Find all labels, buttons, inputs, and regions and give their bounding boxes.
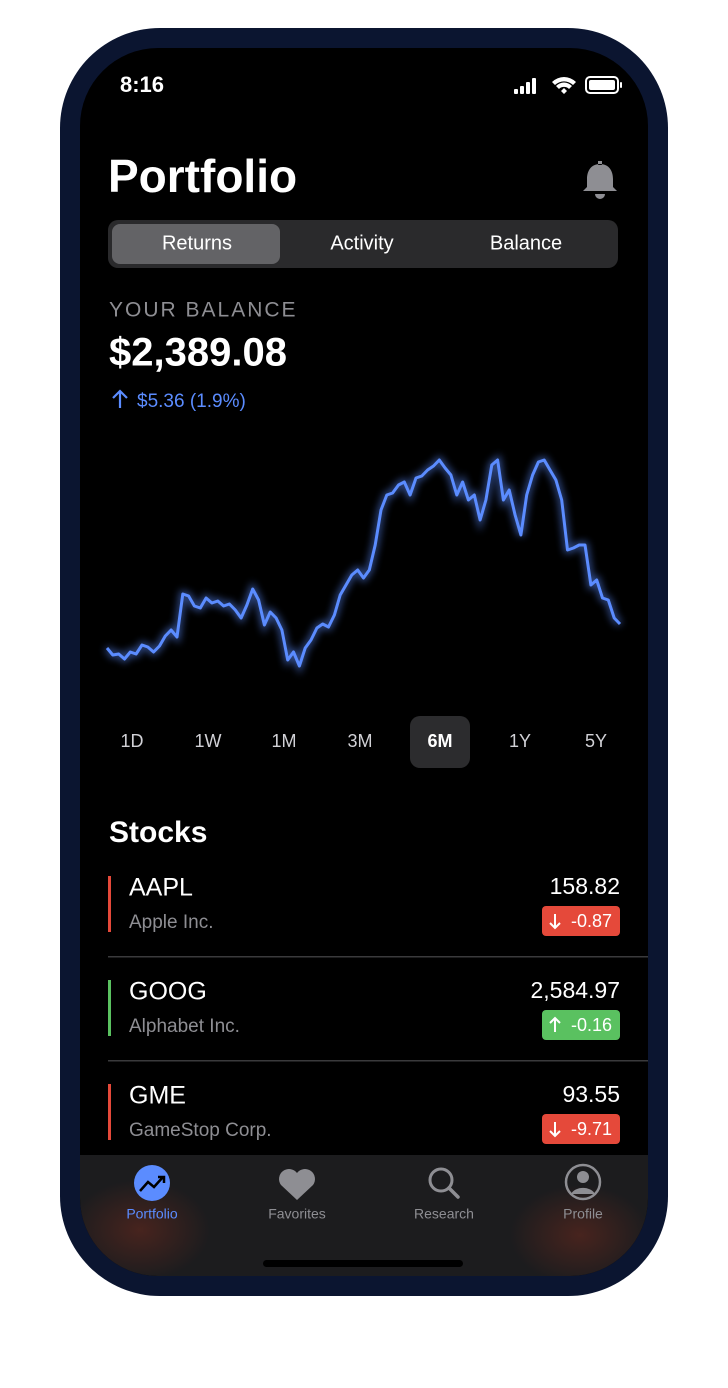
tab-label[interactable]: Favorites <box>268 1206 326 1222</box>
range-button[interactable]: 1Y <box>509 731 531 751</box>
change-arrow <box>549 1016 561 1032</box>
stock-symbol[interactable]: AAPL <box>129 874 193 902</box>
change-value: -0.16 <box>571 1015 612 1035</box>
stock-symbol[interactable]: GOOG <box>129 978 207 1006</box>
tab-label[interactable]: Research <box>414 1206 474 1222</box>
stock-name: Alphabet Inc. <box>129 1016 240 1037</box>
stock-price: 93.55 <box>562 1081 620 1107</box>
balance-amount: $2,389.08 <box>109 331 287 375</box>
up-arrow-icon <box>112 389 128 408</box>
balance-label: YOUR BALANCE <box>109 299 298 322</box>
range-button[interactable]: 1W <box>195 731 222 751</box>
range-button[interactable]: 6M <box>427 731 452 751</box>
change-value: -0.87 <box>571 911 612 931</box>
status-time: 8:16 <box>120 72 164 97</box>
trend-bar <box>108 876 111 932</box>
tab-bar-tint <box>80 1180 210 1276</box>
trend-bar <box>108 980 111 1036</box>
stock-price: 2,584.97 <box>530 977 620 1003</box>
status-icons <box>514 76 622 94</box>
bell-button[interactable] <box>583 161 617 199</box>
stock-name: GameStop Corp. <box>129 1120 272 1141</box>
change-arrow <box>549 1122 561 1138</box>
balance-change: $5.36 (1.9%) <box>137 391 246 412</box>
range-button[interactable]: 3M <box>347 731 372 751</box>
change-value: -9.71 <box>571 1119 612 1139</box>
tab-label[interactable]: Portfolio <box>126 1206 178 1222</box>
stock-name: Apple Inc. <box>129 912 214 933</box>
range-selected <box>410 716 470 768</box>
change-badge <box>542 906 620 936</box>
change-arrow <box>549 914 561 930</box>
row-divider <box>108 1060 648 1062</box>
balance-line <box>105 458 622 668</box>
home-indicator <box>263 1260 463 1267</box>
segment-tab[interactable]: Activity <box>330 232 393 254</box>
range-button[interactable]: 1D <box>120 731 143 751</box>
stocks-title: Stocks <box>109 816 207 849</box>
page-title: Portfolio <box>108 150 297 202</box>
trend-bar <box>108 1084 111 1140</box>
segment-tab[interactable]: Returns <box>162 232 232 254</box>
segment-selected <box>112 224 280 264</box>
tab-bar-tint <box>510 1185 648 1276</box>
row-divider <box>108 956 648 958</box>
range-button[interactable]: 5Y <box>585 731 607 751</box>
stock-symbol[interactable]: GME <box>129 1082 186 1110</box>
screen <box>80 48 648 1276</box>
segment-tab[interactable]: Balance <box>490 232 562 254</box>
change-badge <box>542 1010 620 1040</box>
range-button[interactable]: 1M <box>271 731 296 751</box>
tab-icons <box>134 1163 602 1201</box>
stock-price: 158.82 <box>550 873 620 899</box>
tab-label[interactable]: Profile <box>563 1206 603 1222</box>
change-badge <box>542 1114 620 1144</box>
